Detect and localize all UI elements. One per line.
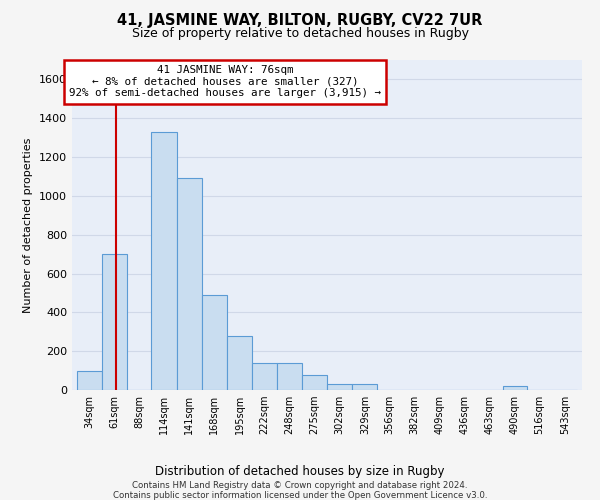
Bar bbox=[352, 384, 377, 390]
Text: 41 JASMINE WAY: 76sqm
← 8% of detached houses are smaller (327)
92% of semi-deta: 41 JASMINE WAY: 76sqm ← 8% of detached h… bbox=[69, 65, 381, 98]
Bar bbox=[151, 132, 176, 390]
Text: 41, JASMINE WAY, BILTON, RUGBY, CV22 7UR: 41, JASMINE WAY, BILTON, RUGBY, CV22 7UR bbox=[118, 12, 482, 28]
Bar bbox=[252, 363, 277, 390]
Text: Size of property relative to detached houses in Rugby: Size of property relative to detached ho… bbox=[131, 28, 469, 40]
Text: Distribution of detached houses by size in Rugby: Distribution of detached houses by size … bbox=[155, 465, 445, 478]
Bar bbox=[77, 370, 102, 390]
Text: Contains public sector information licensed under the Open Government Licence v3: Contains public sector information licen… bbox=[113, 491, 487, 500]
Text: Contains HM Land Registry data © Crown copyright and database right 2024.: Contains HM Land Registry data © Crown c… bbox=[132, 481, 468, 490]
Bar bbox=[176, 178, 202, 390]
Bar bbox=[227, 336, 252, 390]
Bar bbox=[503, 386, 527, 390]
Y-axis label: Number of detached properties: Number of detached properties bbox=[23, 138, 34, 312]
Bar bbox=[202, 295, 227, 390]
Bar bbox=[327, 384, 352, 390]
Bar bbox=[302, 376, 327, 390]
Bar bbox=[102, 254, 127, 390]
Bar bbox=[277, 363, 302, 390]
